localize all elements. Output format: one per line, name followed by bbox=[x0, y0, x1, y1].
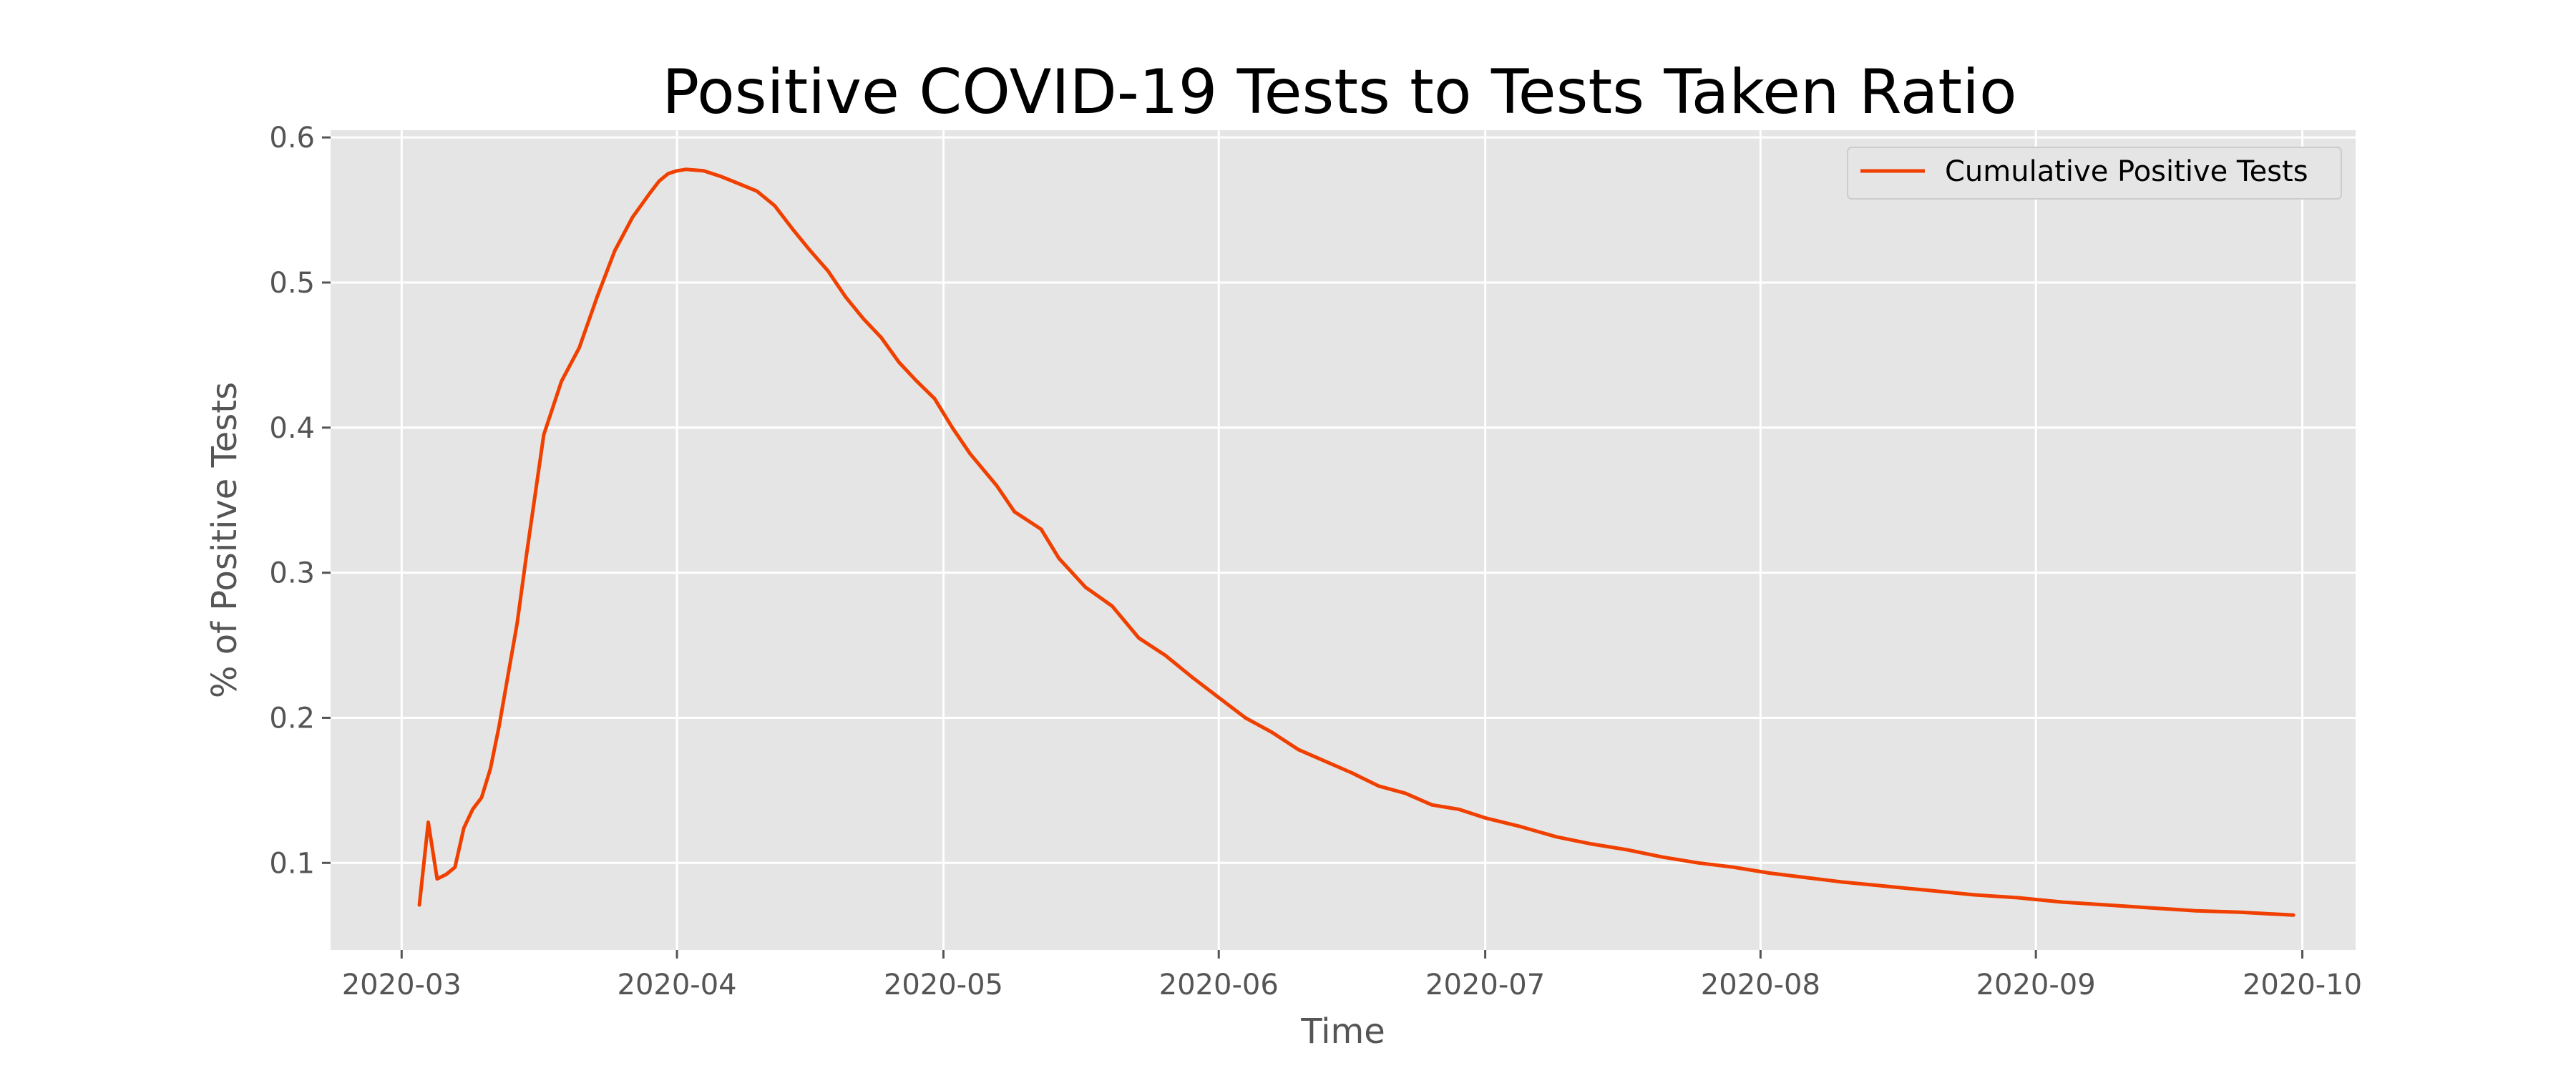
series-line-cumulative-positive-tests bbox=[417, 167, 2296, 917]
y-tick-label: 0.3 bbox=[269, 557, 315, 590]
x-tick-label: 2020-03 bbox=[342, 969, 462, 1001]
y-tick-label: 0.5 bbox=[269, 267, 315, 300]
series-layer bbox=[417, 167, 2296, 917]
y-tick-label: 0.4 bbox=[269, 412, 315, 445]
x-tick-label: 2020-07 bbox=[1425, 969, 1545, 1001]
x-tick-label: 2020-05 bbox=[884, 969, 1003, 1001]
x-axis-label: Time bbox=[1300, 1011, 1385, 1052]
y-axis-label: % of Positive Tests bbox=[205, 382, 245, 698]
grid-lines bbox=[331, 130, 2356, 950]
chart-title: Positive COVID-19 Tests to Tests Taken R… bbox=[662, 57, 2016, 128]
x-tick-label: 2020-08 bbox=[1701, 969, 1820, 1001]
legend-box bbox=[1847, 147, 2342, 200]
axis-ticks: 2020-03 2020-04 2020-05 2020-06 2020-07 2020-… bbox=[269, 122, 2362, 1001]
plot-area bbox=[331, 130, 2356, 950]
x-tick-label: 2020-09 bbox=[1976, 969, 2096, 1001]
legend-label: Cumulative Positive Tests bbox=[1945, 155, 2308, 188]
x-tick-label: 2020-04 bbox=[618, 969, 737, 1001]
y-tick-label: 0.1 bbox=[269, 847, 315, 880]
x-tick-label: 2020-06 bbox=[1159, 969, 1279, 1001]
legend: Cumulative Positive Tests bbox=[1847, 147, 2342, 200]
y-tick-label: 0.6 bbox=[269, 122, 315, 155]
x-tick-label: 2020-10 bbox=[2243, 969, 2362, 1001]
y-tick-label: 0.2 bbox=[269, 702, 315, 735]
